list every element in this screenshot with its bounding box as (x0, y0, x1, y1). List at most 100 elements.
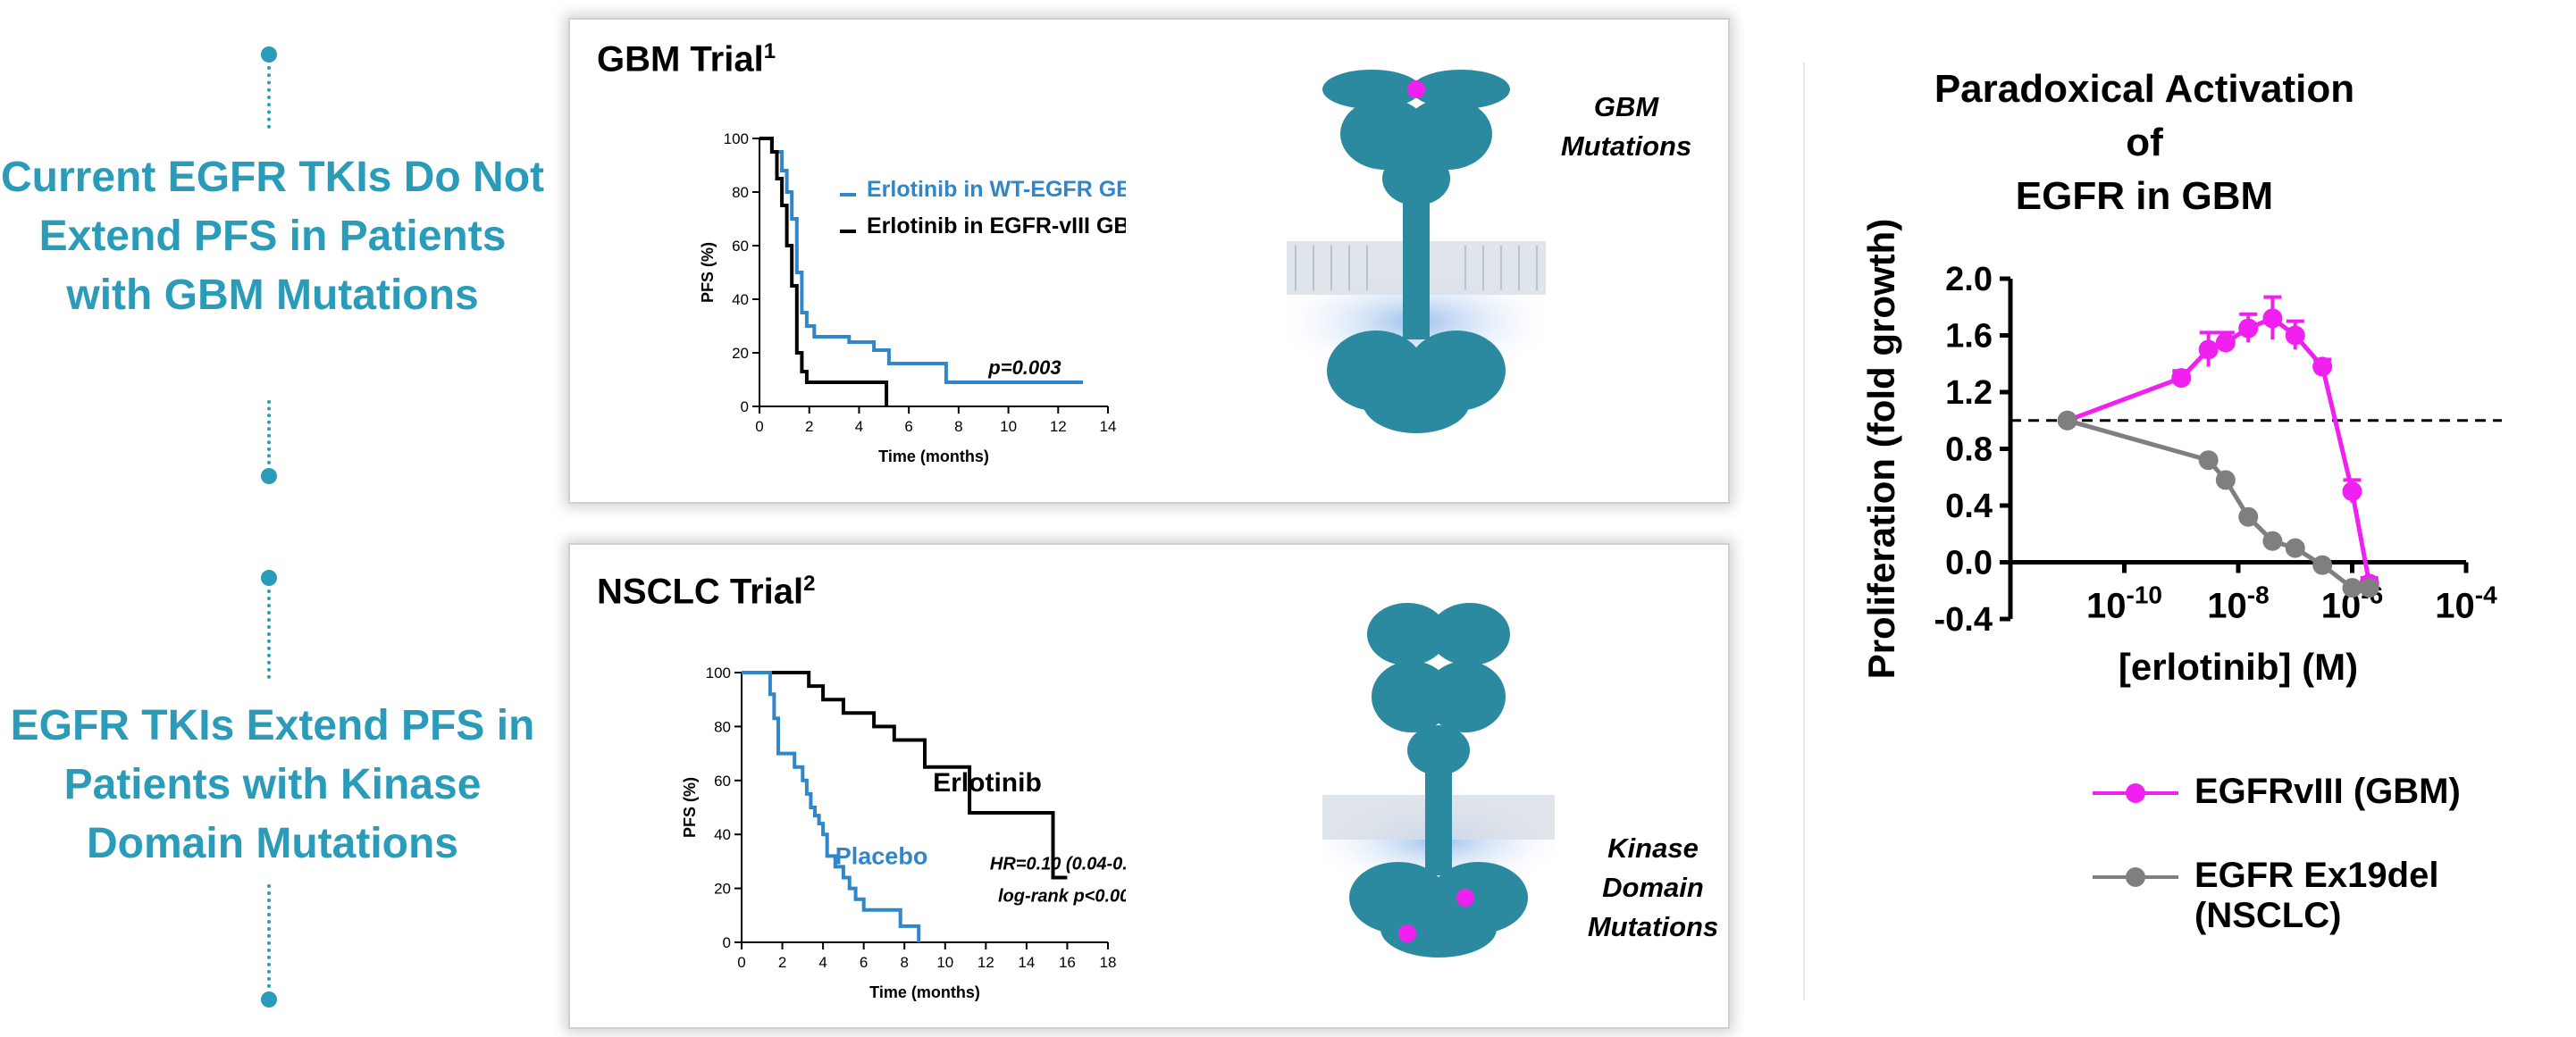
data-point-egfrviii-gbm- (2171, 368, 2192, 389)
data-point-egfrviii-gbm- (2198, 339, 2219, 360)
x-tick-label: 6 (860, 954, 868, 971)
egfr-structure-gbm (1287, 70, 1546, 433)
km-curve-erlotinib-in-egfr-viii-gbm-patients (759, 137, 889, 406)
y-tick-label: 40 (714, 826, 731, 843)
log-rank-label: log-rank p<0.0001 (998, 887, 1126, 907)
data-point-egfrviii-gbm- (2285, 325, 2305, 346)
data-point-egfr-ex19del-nsclc- (2238, 506, 2259, 527)
x-tick-label: 18 (1100, 954, 1117, 971)
data-point-egfr-ex19del-nsclc- (2342, 578, 2362, 598)
y-tick-label: 80 (732, 184, 749, 201)
x-tick-label: 10-6 (2321, 581, 2383, 626)
message-current-tkis: Current EGFR TKIs Do Not Extend PFS in P… (1, 154, 544, 319)
x-tick-label: 2 (778, 954, 786, 971)
timeline-connector (267, 884, 271, 988)
data-point-egfr-ex19del-nsclc- (2262, 531, 2283, 551)
x-tick-label: 16 (1059, 954, 1076, 971)
data-point-egfrviii-gbm- (2342, 481, 2362, 502)
y-tick-label: 0 (741, 398, 749, 415)
x-axis-label: [erlotinib] (M) (2119, 646, 2358, 688)
y-axis-label: PFS (%) (699, 242, 717, 303)
message-tkis-extend: EGFR TKIs Extend PFS in Patients with Ki… (10, 702, 535, 867)
x-tick-label: 10 (1000, 418, 1017, 435)
km-curve-erlotinib-in-wt-egfr-gbm-patients (759, 137, 1084, 384)
timeline-dot (261, 570, 277, 586)
data-point-egfr-ex19del-nsclc- (2057, 410, 2077, 431)
nsclc-km-chart: 0 20 40 60 80 100 0 2 4 6 8 10 12 14 16 18 Time (months)… (681, 665, 1126, 1001)
y-tick-label: 20 (714, 881, 731, 898)
legend-ex19del: EGFR Ex19del (NSCLC) (2194, 856, 2439, 935)
x-tick-label: 6 (904, 418, 912, 435)
y-tick-label: -0.4 (1934, 601, 1993, 639)
timeline-connector (267, 590, 271, 679)
data-point-egfrviii-gbm- (2262, 308, 2283, 329)
y-axis-label: Proliferation (fold growth) (1860, 219, 1902, 680)
nsclc-trial-panel (568, 543, 1730, 1029)
timeline-dot-bottom (261, 991, 277, 1008)
x-axis-label: Time (months) (878, 447, 989, 465)
y-tick-label: 60 (714, 773, 731, 790)
gbm-trial-title: GBM Trial1 (597, 39, 776, 79)
x-tick-label: 10-8 (2207, 581, 2269, 626)
gbm-mutations-label: GBM Mutations (1560, 91, 1692, 162)
p-value-label: p=0.003 (987, 356, 1061, 379)
data-point-egfr-ex19del-nsclc- (2198, 450, 2219, 471)
x-tick-label: 4 (855, 418, 863, 435)
data-point-egfr-ex19del-nsclc- (2359, 578, 2379, 598)
x-axis-label: Time (months) (869, 983, 980, 1001)
data-point-egfrviii-gbm- (2215, 332, 2236, 353)
x-tick-label: 4 (818, 954, 827, 971)
timeline-connector (267, 400, 271, 464)
y-tick-label: 40 (732, 291, 749, 308)
km-curve-erlotinib (742, 671, 1068, 880)
y-tick-label: 1.6 (1945, 318, 1993, 355)
legend-gray-marker (2093, 867, 2178, 887)
timeline-dot (261, 468, 277, 484)
egfr-structure-nsclc (1322, 603, 1555, 958)
kinase-domain-mutations-label: Kinase Domain Mutations (1587, 832, 1719, 942)
x-tick-label: 10-10 (2086, 581, 2162, 626)
y-tick-label: 0.0 (1945, 545, 1993, 582)
x-tick-label: 0 (755, 418, 763, 435)
x-tick-label: 2 (805, 418, 813, 435)
x-tick-label: 12 (1050, 418, 1067, 435)
x-tick-label: 10 (936, 954, 953, 971)
y-tick-label: 20 (732, 345, 749, 362)
y-tick-label: 2.0 (1945, 261, 1993, 298)
x-tick-label: 14 (1018, 954, 1035, 971)
x-tick-label: 12 (978, 954, 994, 971)
hazard-ratio-label: HR=0.10 (0.04-0.25) (990, 854, 1126, 874)
fit-curve-egfrviii-gbm- (2066, 315, 2372, 584)
y-tick-label: 0.8 (1945, 431, 1993, 469)
nsclc-trial-title: NSCLC Trial2 (597, 572, 816, 612)
section-divider (1803, 63, 1805, 1000)
gbm-km-chart: 0 20 40 60 80 100 0 2 4 6 8 10 12 14 Time (months) PFS … (699, 130, 1126, 465)
y-tick-label: 1.2 (1945, 374, 1993, 412)
x-tick-label: 14 (1100, 418, 1117, 435)
y-tick-label: 80 (714, 718, 731, 735)
data-point-egfrviii-gbm- (2312, 356, 2333, 377)
placebo-series-label: Placebo (835, 842, 928, 869)
legend-egfrviii: EGFRvIII (GBM) (2194, 772, 2461, 811)
data-point-egfr-ex19del-nsclc- (2215, 470, 2236, 490)
y-axis-label: PFS (%) (681, 777, 699, 838)
y-tick-label: 100 (724, 130, 749, 147)
paradoxical-activation-title: Paradoxical Activation of EGFR in GBM (1934, 67, 2355, 218)
y-tick-label: 60 (732, 238, 749, 255)
y-tick-label: 0.4 (1945, 488, 1993, 525)
y-tick-label: 0 (723, 934, 731, 951)
y-tick-label: 100 (706, 665, 731, 682)
dose-response-chart: -0.4 0.0 0.4 0.8 1.2 1.6 2.0 10-10 10-8 10-6 10-4 [… (1860, 219, 2502, 688)
legend-label: Erlotinib in WT-EGFR GBM Patients (867, 177, 1126, 202)
x-tick-label: 8 (954, 418, 962, 435)
data-point-egfr-ex19del-nsclc- (2285, 538, 2305, 558)
x-tick-label: 0 (737, 954, 745, 971)
x-tick-label: 10-4 (2435, 581, 2497, 626)
x-tick-label: 8 (900, 954, 908, 971)
km-curve-placebo (742, 671, 921, 942)
data-point-egfr-ex19del-nsclc- (2312, 555, 2333, 575)
data-point-egfrviii-gbm- (2238, 318, 2259, 339)
legend-magenta-marker (2093, 783, 2178, 803)
timeline-connector (267, 66, 271, 129)
legend-label: Erlotinib in EGFR-vIII GBM Patients (867, 213, 1126, 238)
